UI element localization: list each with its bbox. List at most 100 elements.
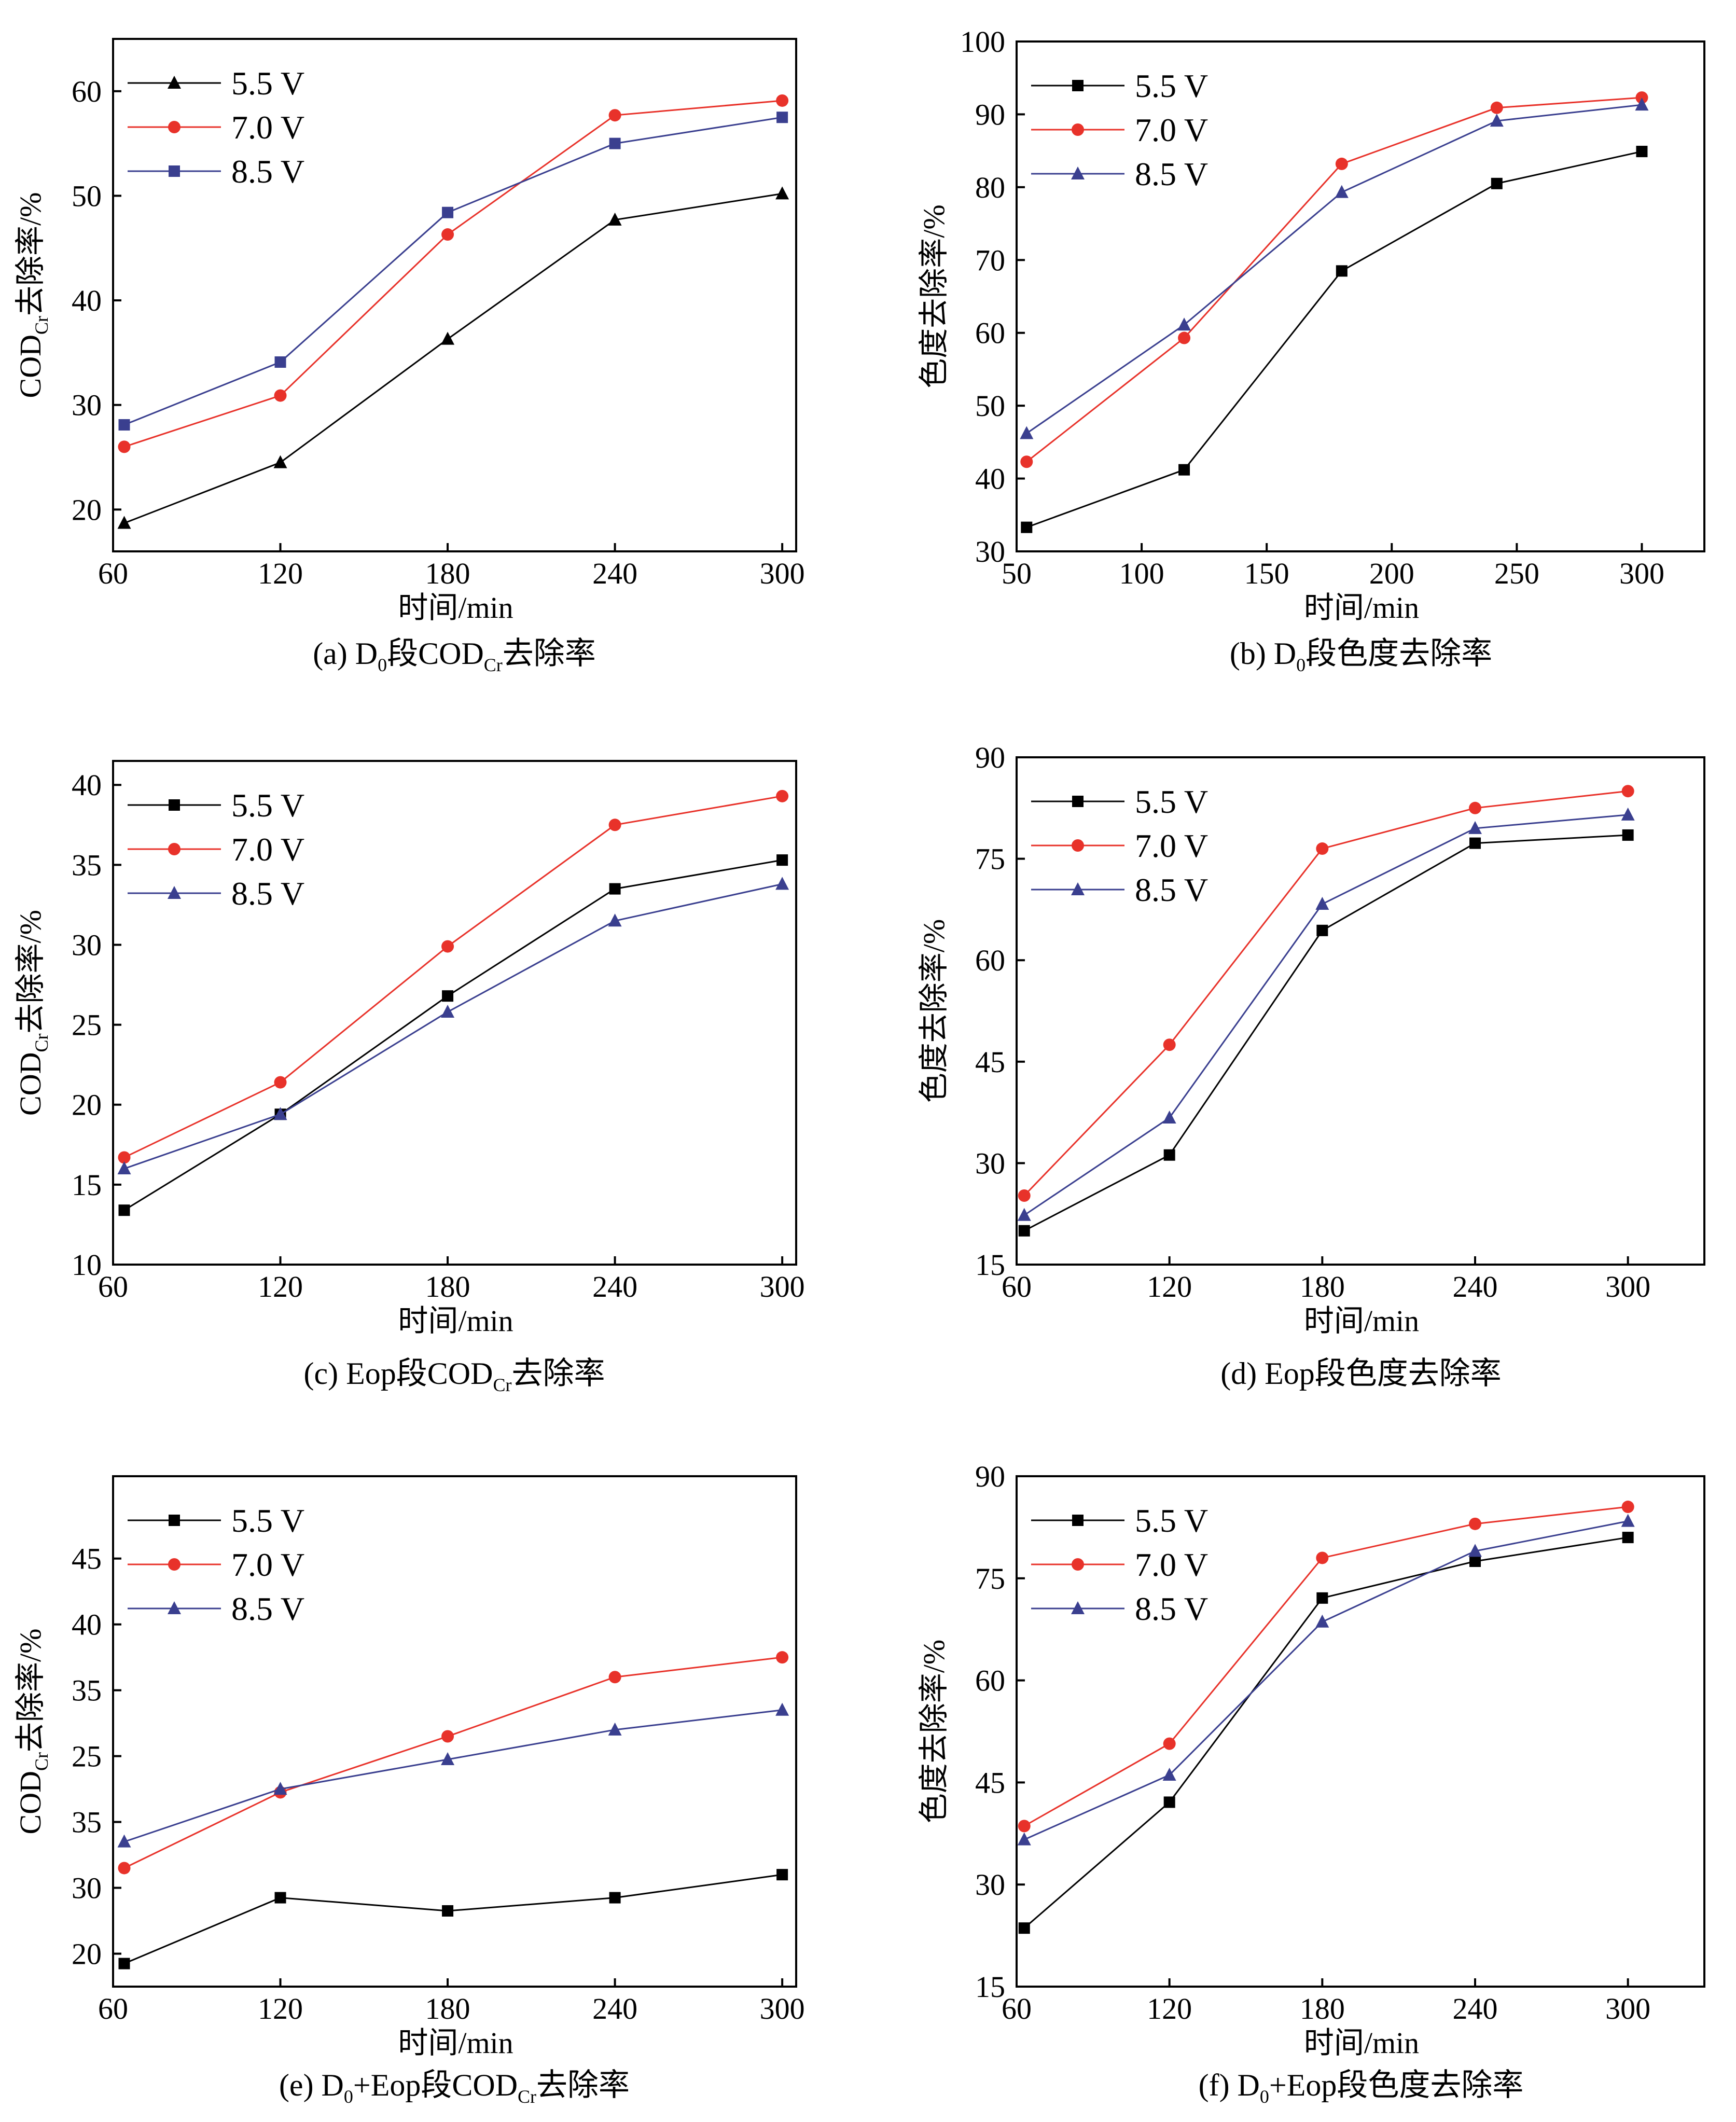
legend-label: 8.5 V [1135, 871, 1208, 908]
y-tick-label: 15 [975, 1248, 1005, 1282]
x-tick-label: 150 [1244, 557, 1289, 590]
data-point [1469, 837, 1481, 849]
x-tick-label: 240 [1453, 1992, 1498, 2026]
series-line-85 [124, 1709, 783, 1843]
data-point [273, 1107, 287, 1120]
y-tick-label: 30 [72, 389, 102, 422]
data-point [1316, 842, 1329, 855]
data-point [1162, 1767, 1176, 1781]
legend-label: 8.5 V [1135, 156, 1208, 192]
plot-frame [1016, 40, 1705, 552]
x-tick-label: 60 [1002, 1992, 1032, 2026]
x-tick-label: 180 [1300, 1270, 1345, 1303]
legend-marker [169, 1515, 180, 1526]
data-point [1316, 1592, 1328, 1604]
data-point [776, 1869, 788, 1881]
x-axis-label: 时间/min [398, 591, 513, 625]
legend-marker [168, 121, 180, 133]
y-tick-label: 40 [72, 284, 102, 317]
y-tick-label: 40 [72, 768, 102, 802]
data-point [609, 883, 621, 895]
series-line-55 [123, 192, 783, 524]
y-tick-label: 25 [72, 1740, 102, 1773]
legend-marker [168, 1601, 181, 1614]
data-point [273, 1782, 287, 1795]
data-point [1636, 146, 1648, 158]
series-line-55 [123, 859, 783, 1211]
data-point [1178, 464, 1190, 476]
data-point [609, 1892, 621, 1904]
y-axis-label: 色度去除率/% [917, 919, 951, 1103]
panel-d: 60 120 180 240 300 15 30 45 60 75 90 时间/min 色度去除率/% 5… [917, 741, 1705, 1391]
y-axis-label: CODCr去除率/% [13, 910, 52, 1116]
data-point [1469, 1556, 1481, 1567]
series-line-55 [123, 1874, 783, 1964]
data-point [1469, 801, 1481, 814]
data-point [775, 186, 789, 200]
y-axis-label: CODCr去除率/% [13, 1629, 52, 1835]
data-point [117, 1161, 131, 1175]
legend-label: 5.5 V [1135, 1502, 1208, 1539]
data-point [1635, 98, 1649, 111]
plot-frame [1016, 1475, 1705, 1988]
legend-label: 8.5 V [1135, 1590, 1208, 1627]
data-point [1468, 821, 1482, 834]
data-point [1335, 185, 1349, 198]
data-point [1162, 1111, 1176, 1124]
x-axis-label: 时间/min [1304, 1304, 1419, 1338]
x-tick-label: 120 [258, 1270, 303, 1303]
data-point [442, 990, 454, 1002]
x-tick-label: 240 [1453, 1270, 1498, 1303]
legend-marker [168, 1558, 180, 1571]
data-point [1490, 101, 1503, 114]
x-tick-label: 120 [1147, 1270, 1192, 1303]
panel-caption: (e) D0+Eop段CODCr去除率 [279, 2068, 630, 2107]
data-point [776, 789, 789, 802]
panel-a: 60 120 180 240 300 20 30 40 50 60 时间/min CODCr去除率/%… [13, 38, 805, 675]
data-point [1315, 896, 1329, 910]
y-tick-label: 40 [975, 462, 1005, 496]
y-tick-label: 80 [975, 171, 1005, 204]
data-point [1163, 1149, 1175, 1161]
data-point [1018, 1189, 1031, 1202]
series-line-85 [1023, 814, 1628, 1216]
y-tick-label: 60 [975, 944, 1005, 977]
legend-label: 8.5 V [231, 153, 304, 190]
series-line-85 [124, 883, 783, 1170]
panel-c: 60 120 180 240 300 10 15 20 25 30 35 40 时间/min CODCr去… [13, 760, 805, 1395]
data-point [118, 1958, 130, 1970]
data-point [1468, 1544, 1482, 1557]
legend-marker [1072, 1515, 1084, 1526]
data-point [442, 206, 454, 218]
series-line-70 [123, 795, 783, 1158]
data-point [1163, 1737, 1176, 1750]
data-point [1163, 1796, 1175, 1808]
data-point [1469, 1517, 1481, 1530]
plot-frame [112, 38, 797, 552]
legend-label: 7.0 V [231, 109, 304, 146]
legend-marker [1071, 167, 1085, 179]
y-tick-label: 90 [975, 98, 1005, 131]
y-tick-label: 70 [975, 243, 1005, 277]
y-tick-label: 30 [975, 1146, 1005, 1180]
series-line-85 [123, 116, 783, 426]
y-tick-label: 35 [72, 848, 102, 882]
data-point [1622, 1532, 1634, 1544]
y-axis-label: CODCr去除率/% [13, 192, 52, 398]
legend-label: 7.0 V [231, 831, 304, 868]
data-point [1316, 924, 1328, 936]
data-point [776, 94, 789, 107]
data-point [118, 440, 131, 453]
legend-marker [1072, 796, 1084, 807]
data-point [441, 1004, 455, 1018]
x-tick-label: 180 [425, 557, 470, 590]
data-point [609, 137, 621, 149]
legend-label: 7.0 V [231, 1546, 304, 1583]
y-tick-label: 45 [975, 1045, 1005, 1079]
x-axis-label: 时间/min [1304, 2026, 1419, 2060]
data-point [117, 516, 131, 529]
data-point [775, 877, 789, 890]
data-point [1336, 265, 1348, 277]
panel-caption: (c) Eop段CODCr去除率 [304, 1356, 605, 1395]
x-tick-label: 250 [1494, 557, 1539, 590]
